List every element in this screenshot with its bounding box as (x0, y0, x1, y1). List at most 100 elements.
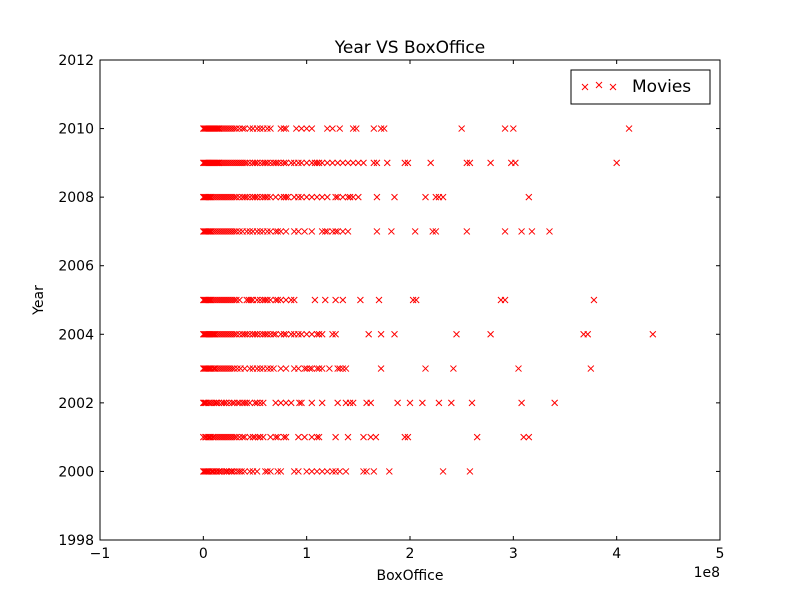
data-point (253, 125, 261, 132)
data-point (267, 193, 274, 201)
y-tick-label: 2002 (58, 396, 94, 412)
y-tick-label: 2008 (58, 190, 94, 206)
y-tick-label: 2004 (58, 327, 94, 343)
data-point (225, 468, 233, 475)
data-point (339, 193, 347, 201)
data-point (253, 399, 261, 407)
data-point (439, 193, 447, 201)
data-point (261, 159, 269, 167)
data-point (272, 228, 280, 235)
data-point (487, 330, 494, 338)
data-point (287, 399, 295, 407)
data-point (298, 330, 305, 338)
data-point (370, 468, 378, 475)
data-point (303, 330, 311, 338)
data-point (501, 296, 509, 304)
x-tick-label: 1 (302, 546, 311, 562)
legend-marker (609, 83, 617, 91)
data-point (280, 330, 288, 338)
data-point (274, 159, 282, 167)
data-point (243, 330, 251, 338)
data-point (277, 125, 285, 132)
data-point (383, 159, 391, 167)
data-point (525, 433, 533, 441)
data-point (253, 193, 261, 201)
data-point (509, 125, 517, 132)
data-point (233, 228, 240, 235)
data-point (241, 125, 249, 132)
data-point (261, 468, 269, 475)
data-point (334, 399, 342, 407)
data-point (272, 433, 280, 441)
data-point (236, 193, 243, 201)
data-point (336, 125, 344, 132)
data-point (253, 365, 261, 372)
data-point (243, 159, 251, 167)
x-tick-label: 4 (612, 546, 621, 562)
data-point (259, 433, 267, 441)
marker-layer (199, 125, 657, 475)
data-point (282, 228, 290, 235)
data-point (295, 159, 302, 167)
data-point (308, 468, 316, 475)
data-point (339, 365, 347, 372)
legend-marker (595, 81, 603, 89)
data-point (313, 365, 321, 372)
data-point (256, 365, 264, 372)
data-point (241, 159, 249, 167)
data-point (251, 193, 259, 201)
data-point (274, 296, 282, 304)
data-point (272, 330, 280, 338)
data-point (613, 159, 621, 167)
data-point (239, 125, 246, 132)
data-point (267, 468, 274, 475)
data-point (296, 399, 303, 407)
data-point (203, 399, 210, 407)
data-point (321, 228, 329, 235)
data-point (487, 159, 494, 167)
y-tick-label: 2006 (58, 259, 94, 275)
data-point (453, 330, 460, 338)
data-point (287, 159, 295, 167)
data-point (326, 365, 333, 372)
data-point (380, 125, 388, 132)
data-point (306, 365, 314, 372)
data-point (241, 330, 249, 338)
data-point (246, 433, 254, 441)
data-point (373, 228, 381, 235)
data-point (501, 125, 509, 132)
data-point (230, 330, 238, 338)
data-point (213, 159, 221, 167)
data-point (203, 468, 210, 475)
data-point (251, 159, 259, 167)
data-point (274, 433, 282, 441)
data-point (625, 125, 633, 132)
data-point (282, 365, 290, 372)
data-point (308, 399, 316, 407)
data-point (210, 468, 218, 475)
data-point (501, 228, 509, 235)
data-point (349, 399, 357, 407)
data-point (272, 399, 280, 407)
data-point (233, 193, 240, 201)
data-point (372, 433, 380, 441)
y-tick-label: 1998 (58, 533, 94, 549)
data-point (253, 330, 261, 338)
data-point (344, 159, 352, 167)
data-point (247, 296, 255, 304)
data-point (308, 125, 316, 132)
data-point (277, 399, 285, 407)
data-point (346, 399, 354, 407)
data-point (282, 193, 290, 201)
data-point (241, 468, 249, 475)
data-point (277, 193, 285, 201)
data-point (236, 399, 243, 407)
data-point (375, 296, 383, 304)
legend-marker-group (581, 81, 617, 91)
data-point (349, 125, 357, 132)
data-point (267, 228, 274, 235)
data-point (404, 159, 412, 167)
data-point (227, 468, 235, 475)
x-axis-offset-label: 1e8 (694, 565, 720, 581)
data-point (365, 330, 373, 338)
